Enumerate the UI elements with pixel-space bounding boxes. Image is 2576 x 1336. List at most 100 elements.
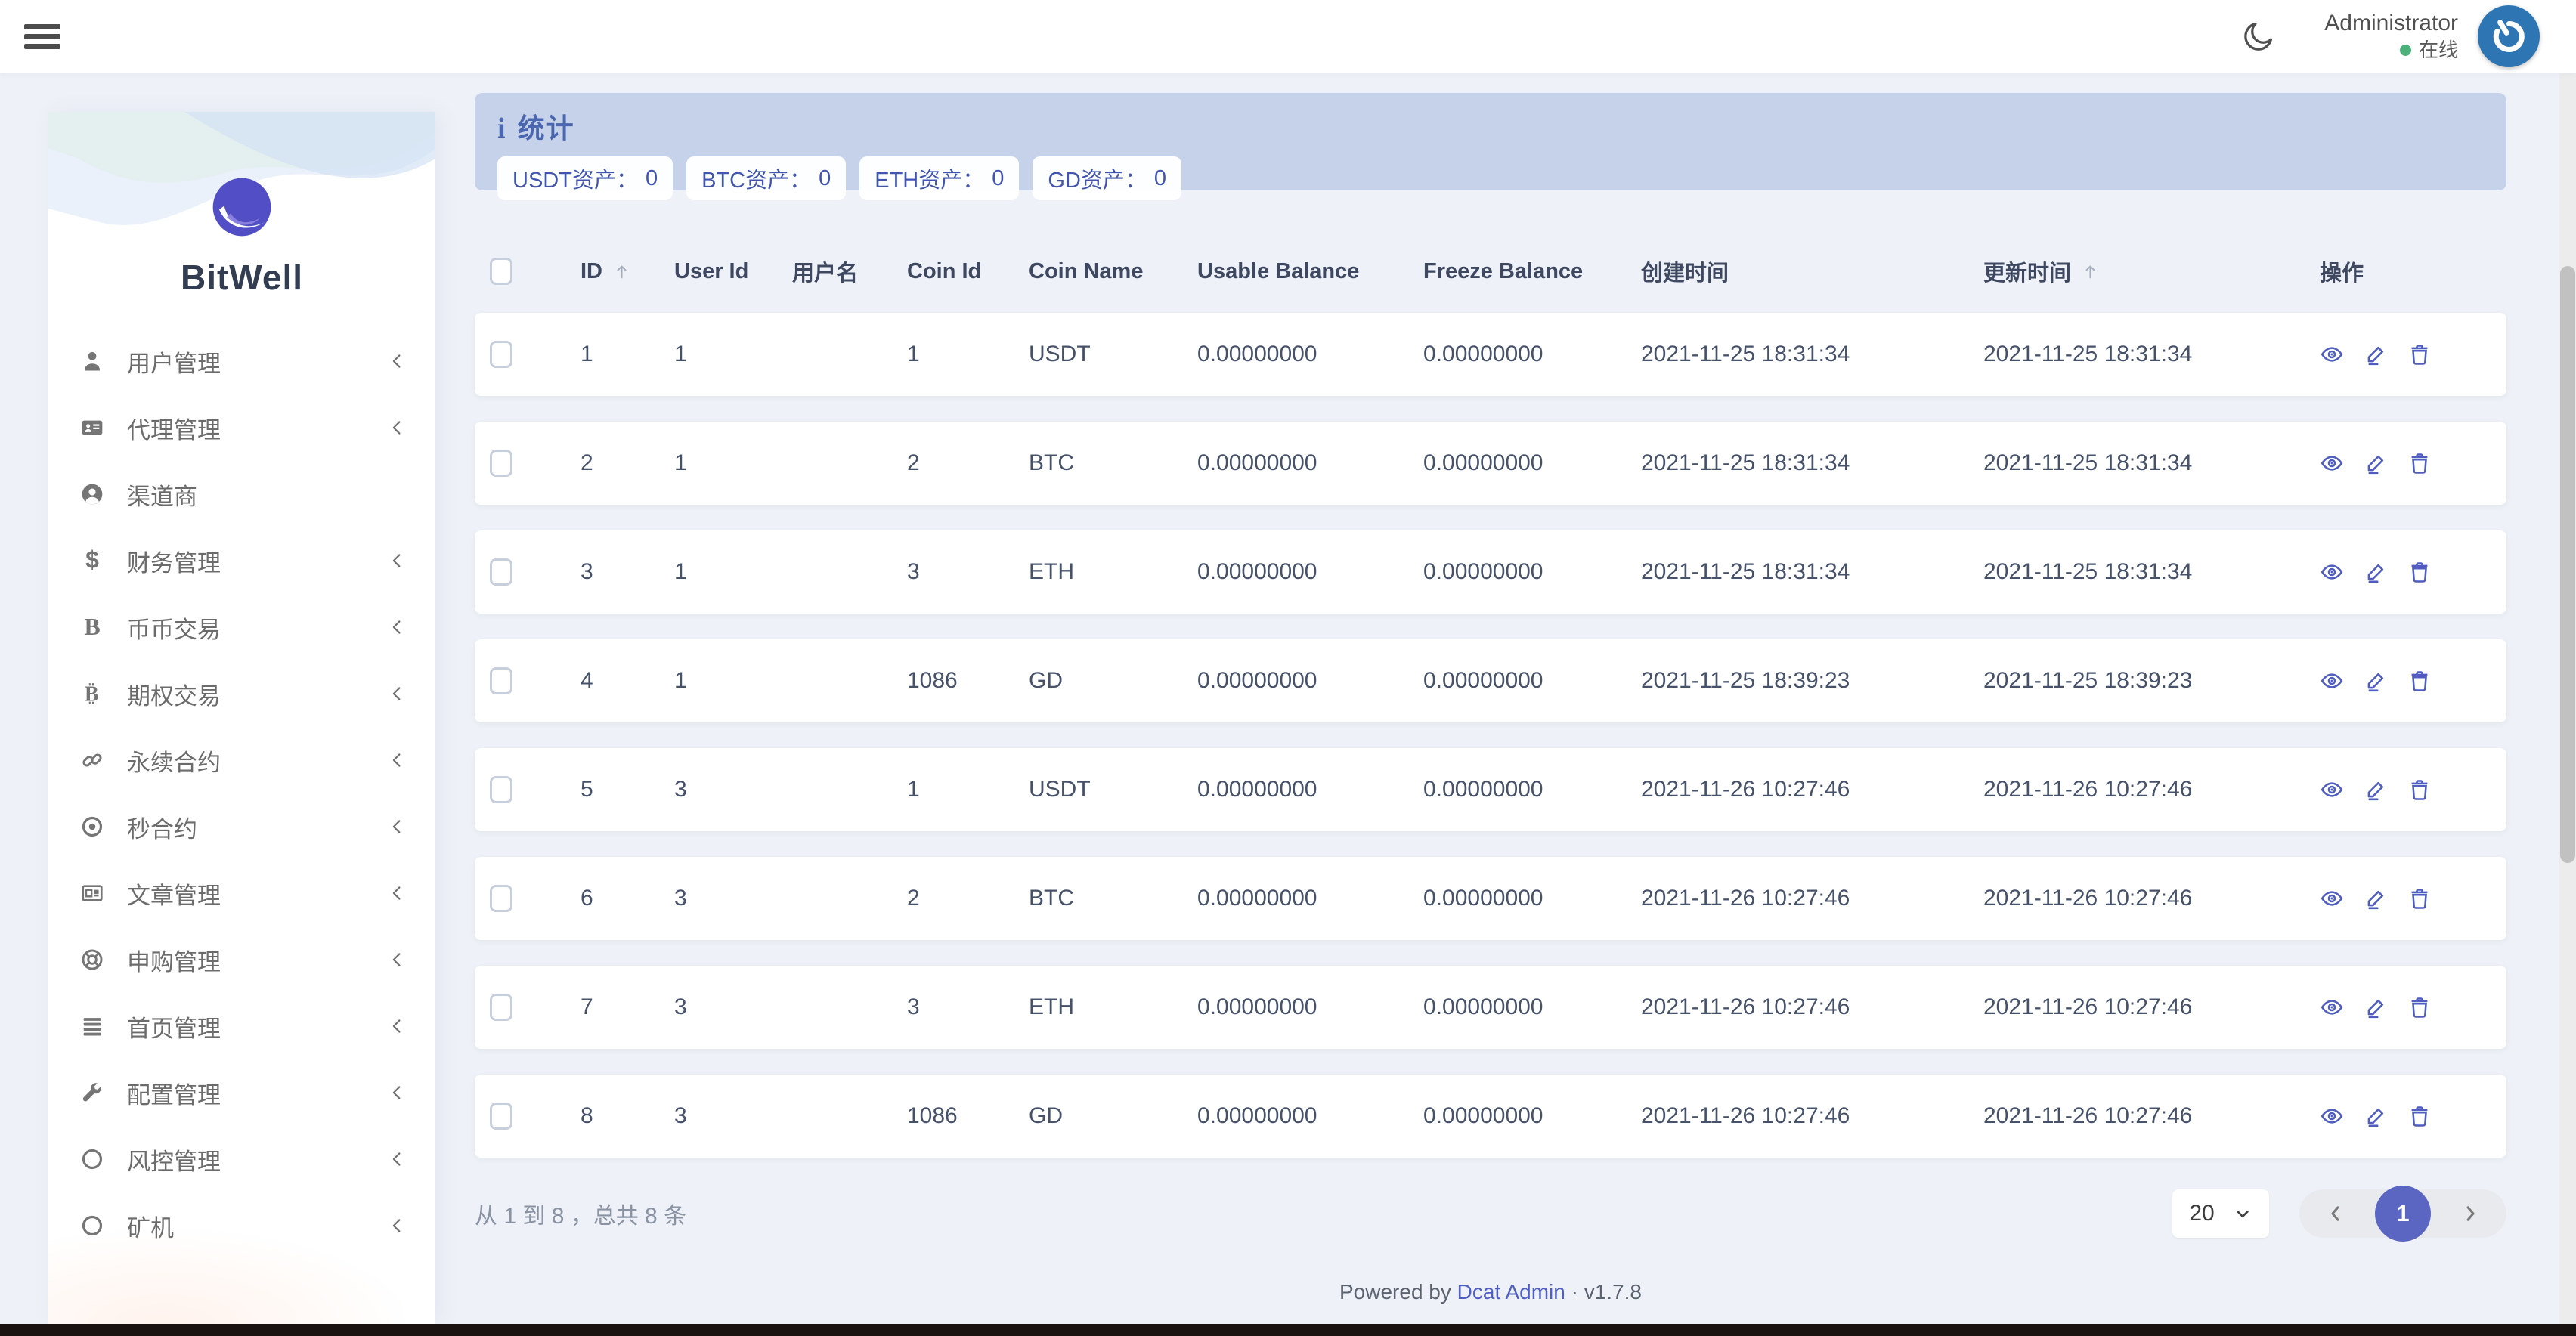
sort-up-icon[interactable] <box>2080 261 2101 282</box>
select-all-checkbox[interactable] <box>490 258 512 285</box>
user-info[interactable]: Administrator 在线 <box>2324 10 2458 63</box>
view-button[interactable] <box>2320 342 2344 366</box>
delete-button[interactable] <box>2407 995 2432 1019</box>
table-row: 1 1 1 USDT 0.00000000 0.00000000 2021-11-25 18… <box>475 313 2506 396</box>
cell-coin-name: GD <box>1029 1103 1063 1128</box>
cell-updated-at: 2021-11-25 18:31:34 <box>1983 559 2193 584</box>
stat-badge-value: 0 <box>819 165 831 190</box>
cell-coin-name: GD <box>1029 668 1063 693</box>
wrench-icon <box>79 1081 106 1105</box>
sidebar-item-1[interactable]: 用户管理 <box>48 328 435 394</box>
prev-page-button[interactable] <box>2325 1203 2346 1224</box>
dcat-admin-link[interactable]: Dcat Admin <box>1457 1280 1565 1304</box>
stats-title: 统计 <box>517 113 575 144</box>
sidebar-item-5[interactable]: B 币币交易 <box>48 594 435 660</box>
delete-button[interactable] <box>2407 669 2432 693</box>
edit-button[interactable] <box>2364 995 2388 1019</box>
sidebar-item-4[interactable]: $ 财务管理 <box>48 527 435 594</box>
delete-button[interactable] <box>2407 451 2432 475</box>
edit-button[interactable] <box>2364 778 2388 802</box>
avatar[interactable] <box>2478 5 2540 67</box>
edit-button[interactable] <box>2364 560 2388 584</box>
delete-button[interactable] <box>2407 778 2432 802</box>
edit-button[interactable] <box>2364 342 2388 366</box>
row-checkbox[interactable] <box>490 667 512 694</box>
cell-coin-id: 3 <box>907 994 920 1019</box>
delete-button[interactable] <box>2407 342 2432 366</box>
dark-mode-toggle[interactable] <box>2241 19 2276 54</box>
view-button[interactable] <box>2320 1104 2344 1128</box>
sidebar-menu: 用户管理代理管理渠道商 $ 财务管理 B 币币交易 B 期权交易 永续合约 秒合约文章管理申购管… <box>48 328 435 1259</box>
cell-coin-name: BTC <box>1029 450 1074 475</box>
sidebar-item-14[interactable]: 矿机 <box>48 1192 435 1259</box>
cell-actions <box>2320 995 2506 1019</box>
row-checkbox[interactable] <box>490 558 512 586</box>
cell-coin-name: ETH <box>1029 994 1074 1019</box>
cell-coin-id: 1 <box>907 342 920 366</box>
next-page-button[interactable] <box>2460 1203 2481 1224</box>
view-button[interactable] <box>2320 886 2344 911</box>
chevron-left-icon <box>389 552 405 569</box>
cell-user-id: 3 <box>674 886 687 911</box>
circle-icon <box>79 1214 106 1238</box>
cell-checkbox <box>490 1103 581 1130</box>
delete-button[interactable] <box>2407 1104 2432 1128</box>
sidebar-item-9[interactable]: 文章管理 <box>48 860 435 926</box>
sidebar-item-label: 渠道商 <box>127 483 197 510</box>
sidebar-item-label: 币币交易 <box>127 616 221 643</box>
delete-button[interactable] <box>2407 886 2432 911</box>
edit-button[interactable] <box>2364 1104 2388 1128</box>
cell-freeze-balance: 0.00000000 <box>1423 994 1543 1019</box>
cell-created-at: 2021-11-26 10:27:46 <box>1641 1103 1850 1128</box>
edit-button[interactable] <box>2364 451 2388 475</box>
table-row: 7 3 3 ETH 0.00000000 0.00000000 2021-11-26 10:… <box>475 966 2506 1049</box>
view-button[interactable] <box>2320 778 2344 802</box>
view-button[interactable] <box>2320 669 2344 693</box>
footer-separator: · <box>1571 1280 1578 1304</box>
sidebar-item-2[interactable]: 代理管理 <box>48 394 435 461</box>
column-header-更新时间[interactable]: 更新时间 <box>1983 255 2320 287</box>
row-checkbox[interactable] <box>490 341 512 368</box>
chevron-left-icon <box>389 885 405 901</box>
edit-button[interactable] <box>2364 886 2388 911</box>
sidebar-item-12[interactable]: 配置管理 <box>48 1059 435 1126</box>
sidebar-item-label: 文章管理 <box>127 882 221 909</box>
bottom-strip <box>0 1324 2576 1336</box>
menu-toggle-button[interactable] <box>24 20 60 54</box>
sidebar-item-6[interactable]: B 期权交易 <box>48 660 435 727</box>
sidebar-item-10[interactable]: 申购管理 <box>48 926 435 993</box>
cell-id: 2 <box>581 450 593 475</box>
scrollbar-thumb[interactable] <box>2560 266 2575 863</box>
address-card-icon <box>79 416 106 440</box>
user-md-icon <box>79 349 106 373</box>
sidebar-item-13[interactable]: 风控管理 <box>48 1126 435 1192</box>
cell-usable-balance: 0.00000000 <box>1197 668 1317 693</box>
cell-coin-name: USDT <box>1029 777 1091 802</box>
view-button[interactable] <box>2320 995 2344 1019</box>
cell-id: 3 <box>581 559 593 584</box>
page-size-select[interactable]: 20 <box>2172 1189 2269 1238</box>
row-checkbox[interactable] <box>490 994 512 1021</box>
sidebar-item-8[interactable]: 秒合约 <box>48 793 435 860</box>
sidebar-item-label: 代理管理 <box>127 416 221 444</box>
sidebar-item-label: 矿机 <box>127 1214 174 1242</box>
sort-up-icon[interactable] <box>611 261 632 282</box>
chevron-left-icon <box>389 685 405 702</box>
current-page-button[interactable]: 1 <box>2375 1186 2431 1242</box>
sidebar-item-3[interactable]: 渠道商 <box>48 461 435 527</box>
view-button[interactable] <box>2320 560 2344 584</box>
edit-button[interactable] <box>2364 669 2388 693</box>
row-checkbox[interactable] <box>490 450 512 477</box>
delete-button[interactable] <box>2407 560 2432 584</box>
row-checkbox[interactable] <box>490 776 512 803</box>
sidebar-item-7[interactable]: 永续合约 <box>48 727 435 793</box>
row-checkbox[interactable] <box>490 885 512 912</box>
cell-usable-balance: 0.00000000 <box>1197 886 1317 911</box>
row-checkbox[interactable] <box>490 1103 512 1130</box>
brand-logo <box>212 177 272 237</box>
sidebar-item-11[interactable]: 首页管理 <box>48 993 435 1059</box>
view-button[interactable] <box>2320 451 2344 475</box>
column-header-id[interactable]: ID <box>581 259 674 284</box>
cell-updated-at: 2021-11-25 18:31:34 <box>1983 342 2193 366</box>
sidebar-item-label: 申购管理 <box>127 948 221 976</box>
